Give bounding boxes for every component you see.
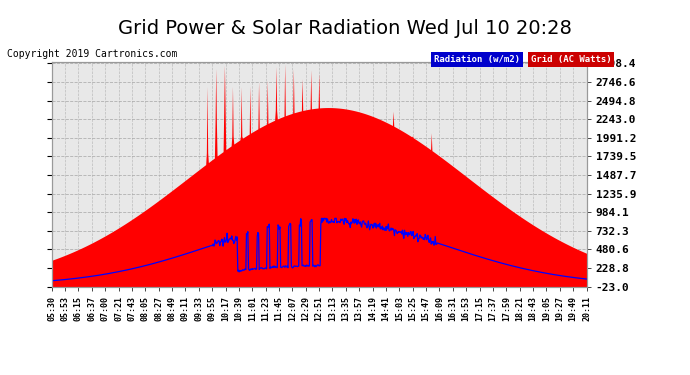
Text: Copyright 2019 Cartronics.com: Copyright 2019 Cartronics.com — [7, 50, 177, 59]
Text: Grid (AC Watts): Grid (AC Watts) — [531, 55, 611, 64]
Text: Radiation (w/m2): Radiation (w/m2) — [434, 55, 520, 64]
Text: Grid Power & Solar Radiation Wed Jul 10 20:28: Grid Power & Solar Radiation Wed Jul 10 … — [118, 19, 572, 38]
